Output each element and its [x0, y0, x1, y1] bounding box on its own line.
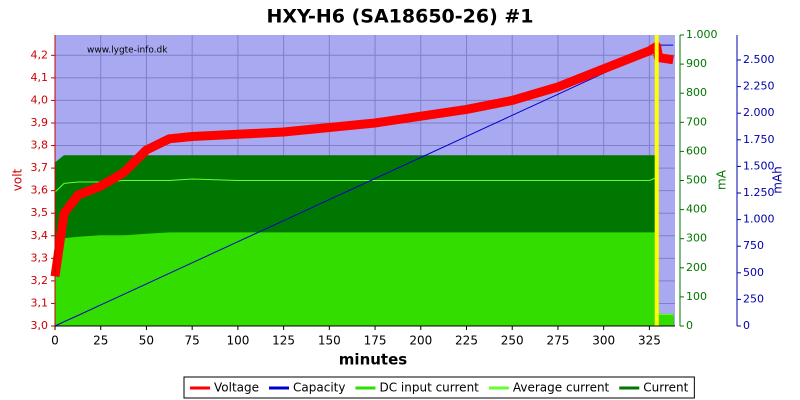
x-tick-label: 75: [185, 334, 200, 348]
y2-tick-label: 600: [686, 144, 707, 157]
y3-tick-label: 250: [743, 292, 764, 305]
y-tick-label: 3,6: [31, 184, 49, 197]
legend-label: Voltage: [214, 381, 259, 395]
y3-tick-label: 1.000: [743, 213, 775, 226]
y-tick-label: 3,9: [31, 116, 49, 129]
y-tick-label: 3,4: [31, 229, 49, 242]
y3-tick-label: 1.750: [743, 133, 775, 146]
chart-title: HXY-H6 (SA18650-26) #1: [266, 6, 533, 28]
legend-box: [183, 376, 695, 399]
y2-tick-label: 200: [686, 261, 707, 274]
y2-tick-label: 0: [686, 319, 693, 332]
y-tick-label: 3,2: [31, 274, 49, 287]
x-tick-label: 325: [638, 334, 661, 348]
y3-axis-label: mAh: [771, 166, 785, 194]
legend-label: Average current: [513, 381, 610, 395]
y3-tick-label: 750: [743, 239, 764, 252]
y-tick-label: 3,1: [31, 296, 49, 309]
x-tick-label: 25: [93, 334, 108, 348]
y3-tick-label: 2.000: [743, 106, 775, 119]
y2-tick-label: 400: [686, 203, 707, 216]
y2-axis-label: mA: [715, 169, 729, 190]
x-tick-label: 175: [364, 334, 387, 348]
watermark: www.lygte-info.dk: [87, 46, 168, 56]
x-tick-label: 100: [226, 334, 249, 348]
y-tick-label: 3,5: [31, 206, 49, 219]
y2-tick-label: 300: [686, 232, 707, 245]
y-tick-label: 4,1: [31, 71, 49, 84]
y2-tick-label: 700: [686, 115, 707, 128]
x-tick-label: 150: [318, 334, 341, 348]
y2-tick-label: 100: [686, 290, 707, 303]
y-tick-label: 3,0: [31, 319, 49, 332]
x-tick-label: 250: [501, 334, 524, 348]
y2-tick-label: 500: [686, 174, 707, 187]
x-tick-label: 50: [139, 334, 154, 348]
y2-tick-label: 800: [686, 86, 707, 99]
y3-tick-label: 1.250: [743, 186, 775, 199]
series-line: [50, 41, 674, 278]
y3-tick-label: 500: [743, 266, 764, 279]
y2-tick-label: 900: [686, 57, 707, 70]
y-tick-label: 3,8: [31, 139, 49, 152]
x-tick-label: 275: [546, 334, 569, 348]
series-area: [54, 232, 674, 327]
y-tick-label: 4,2: [31, 48, 49, 61]
x-tick-label: 300: [592, 334, 615, 348]
y-tick-label: 3,7: [31, 161, 49, 174]
legend-label: Current: [643, 381, 688, 395]
y3-tick-label: 1.500: [743, 159, 775, 172]
y-tick-label: 3,3: [31, 251, 49, 264]
y3-tick-label: 2.250: [743, 80, 775, 93]
x-tick-label: 125: [272, 334, 295, 348]
legend-label: DC input current: [379, 381, 479, 395]
y3-tick-label: 2.500: [743, 53, 775, 66]
y-tick-label: 4,0: [31, 93, 49, 106]
x-axis-label: minutes: [339, 351, 407, 369]
y-axis-label: volt: [11, 168, 25, 191]
x-tick-label: 225: [455, 334, 478, 348]
legend-label: Capacity: [293, 381, 345, 395]
x-tick-label: 200: [409, 334, 432, 348]
y2-tick-label: 1.000: [686, 28, 718, 41]
y3-tick-label: 0: [743, 319, 750, 332]
x-tick-label: 0: [51, 334, 59, 348]
